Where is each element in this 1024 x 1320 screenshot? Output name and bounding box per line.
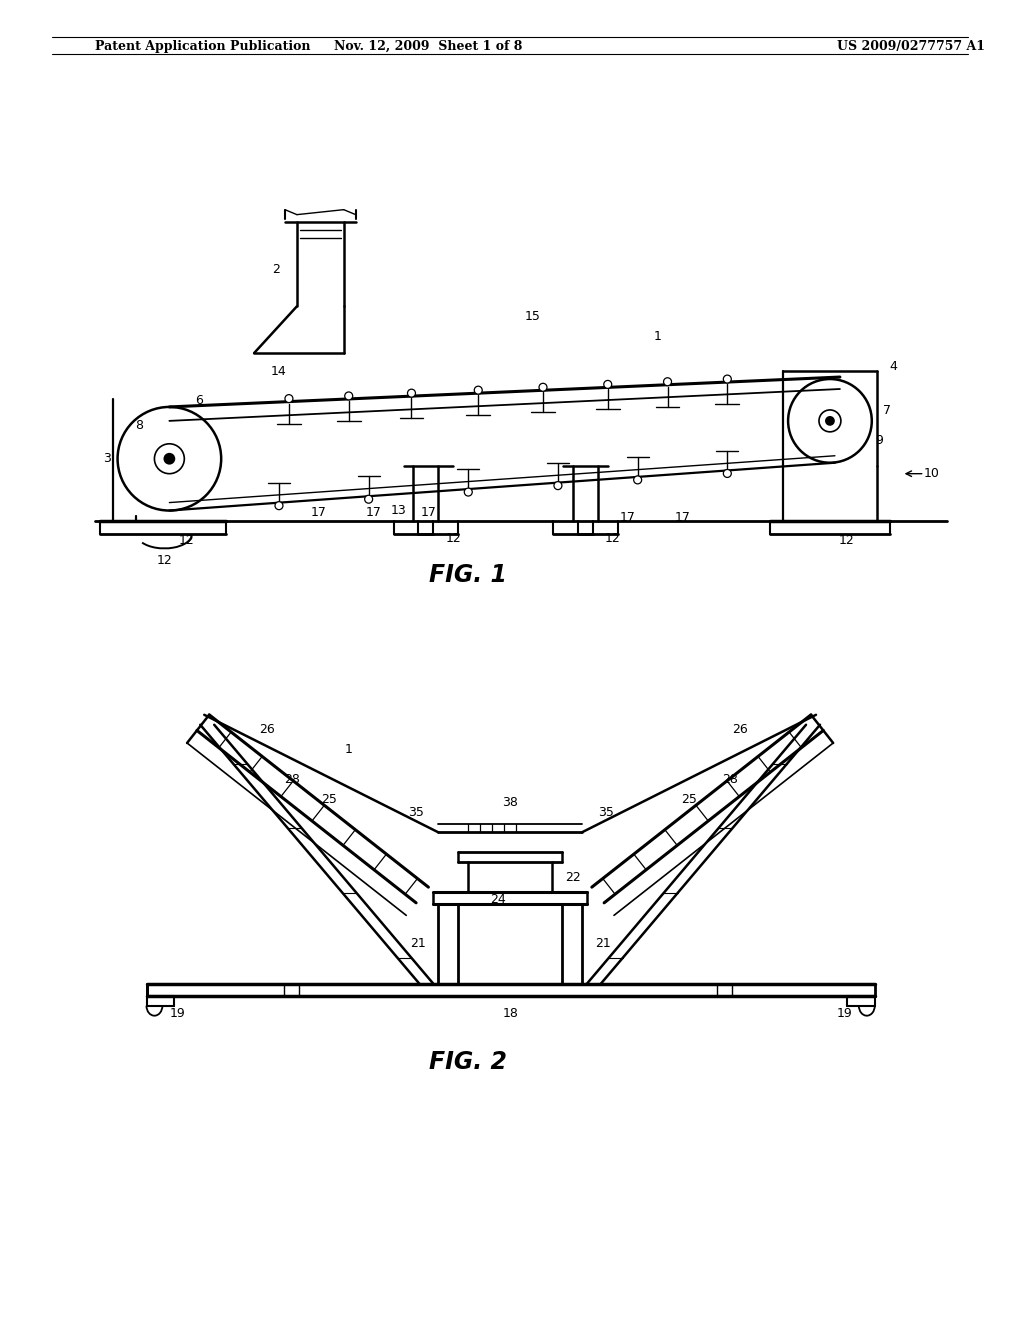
Text: 24: 24: [490, 892, 506, 906]
Text: 12: 12: [839, 535, 855, 546]
Text: 15: 15: [525, 310, 541, 323]
Text: 1: 1: [345, 743, 352, 756]
Text: 26: 26: [259, 723, 274, 737]
Text: 19: 19: [169, 1007, 185, 1020]
Text: 12: 12: [605, 532, 621, 545]
Text: 17: 17: [675, 511, 690, 524]
Text: 25: 25: [321, 793, 337, 807]
Circle shape: [464, 488, 472, 496]
Circle shape: [554, 482, 562, 490]
Circle shape: [634, 477, 642, 484]
Text: 18: 18: [502, 1007, 518, 1020]
Text: FIG. 1: FIG. 1: [429, 564, 507, 587]
Text: 14: 14: [271, 364, 287, 378]
Circle shape: [408, 389, 416, 397]
Text: 19: 19: [837, 1007, 853, 1020]
Text: 17: 17: [311, 506, 327, 519]
Text: 2: 2: [272, 263, 280, 276]
Text: 8: 8: [135, 420, 143, 433]
Text: 21: 21: [595, 937, 610, 950]
Circle shape: [723, 375, 731, 383]
Text: FIG. 2: FIG. 2: [429, 1049, 507, 1073]
Circle shape: [365, 495, 373, 503]
Circle shape: [474, 387, 482, 395]
Text: 6: 6: [196, 395, 203, 408]
Text: 4: 4: [890, 359, 898, 372]
Circle shape: [664, 378, 672, 385]
Circle shape: [165, 454, 174, 463]
Circle shape: [539, 383, 547, 391]
Text: 26: 26: [732, 723, 749, 737]
Text: 28: 28: [284, 774, 300, 785]
Text: 12: 12: [178, 535, 195, 546]
Text: 12: 12: [157, 554, 172, 566]
Text: 28: 28: [722, 774, 738, 785]
Text: 35: 35: [409, 807, 424, 818]
Text: 9: 9: [874, 434, 883, 447]
Circle shape: [826, 417, 834, 425]
Text: 17: 17: [421, 506, 436, 519]
Circle shape: [285, 395, 293, 403]
Text: 25: 25: [682, 793, 697, 807]
Circle shape: [723, 470, 731, 478]
Text: 35: 35: [598, 807, 613, 818]
Circle shape: [345, 392, 352, 400]
Text: US 2009/0277757 A1: US 2009/0277757 A1: [837, 40, 985, 53]
Text: 17: 17: [366, 506, 382, 519]
Text: 38: 38: [502, 796, 518, 809]
Text: 7: 7: [883, 404, 891, 417]
Text: 10: 10: [924, 467, 939, 480]
Text: 21: 21: [411, 937, 426, 950]
Text: 22: 22: [565, 871, 581, 883]
Text: Patent Application Publication: Patent Application Publication: [94, 40, 310, 53]
Text: 12: 12: [445, 532, 461, 545]
Text: 13: 13: [391, 504, 407, 517]
Circle shape: [604, 380, 611, 388]
Text: 17: 17: [620, 511, 636, 524]
Text: 1: 1: [653, 330, 662, 343]
Circle shape: [275, 502, 283, 510]
Text: 3: 3: [102, 453, 111, 465]
Text: Nov. 12, 2009  Sheet 1 of 8: Nov. 12, 2009 Sheet 1 of 8: [334, 40, 522, 53]
